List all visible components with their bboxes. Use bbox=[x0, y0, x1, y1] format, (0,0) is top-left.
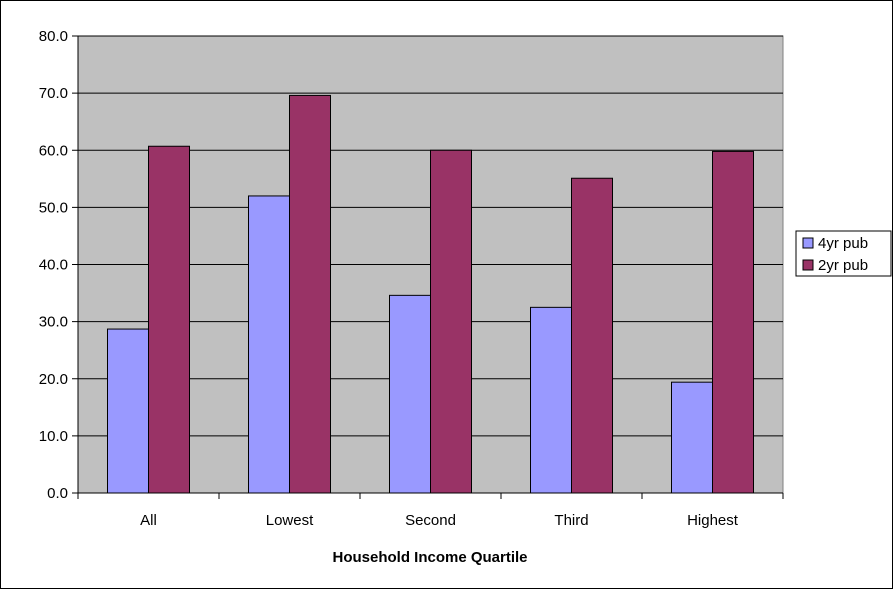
y-tick-label: 70.0 bbox=[39, 85, 68, 102]
legend: 4yr pub 2yr pub bbox=[795, 230, 892, 277]
x-tick-label: All bbox=[140, 512, 157, 529]
bar-2yr-pub-second bbox=[430, 149, 472, 494]
bar-4yr-pub-second bbox=[389, 294, 431, 494]
y-tick-label: 80.0 bbox=[39, 28, 68, 45]
legend-swatch bbox=[802, 237, 814, 249]
x-axis-title: Household Income Quartile bbox=[332, 549, 527, 566]
y-tick-label: 60.0 bbox=[39, 142, 68, 159]
y-tick-label: 50.0 bbox=[39, 199, 68, 216]
legend-label: 4yr pub bbox=[818, 235, 868, 252]
x-tick-label: Highest bbox=[687, 512, 739, 529]
bar-4yr-pub-third bbox=[530, 306, 572, 494]
bar-4yr-pub-lowest bbox=[248, 195, 290, 494]
legend-swatch bbox=[802, 259, 814, 271]
y-tick-label: 30.0 bbox=[39, 314, 68, 331]
bars bbox=[107, 94, 754, 494]
x-tick-label: Third bbox=[554, 512, 588, 529]
y-tick-label: 20.0 bbox=[39, 371, 68, 388]
bar-4yr-pub-highest bbox=[671, 381, 713, 494]
x-tick-label: Second bbox=[405, 512, 456, 529]
tick-labels: 0.0 10.0 20.0 30.0 40.0 50.0 60.0 70.0 80.0 All Lo… bbox=[39, 28, 739, 529]
y-tick-label: 40.0 bbox=[39, 257, 68, 274]
bar-2yr-pub-lowest bbox=[289, 94, 331, 494]
bar-2yr-pub-all bbox=[148, 145, 190, 494]
y-tick-label: 10.0 bbox=[39, 428, 68, 445]
x-tick-label: Lowest bbox=[266, 512, 314, 529]
legend-label: 2yr pub bbox=[818, 257, 868, 274]
bar-4yr-pub-all bbox=[107, 328, 149, 494]
axes bbox=[72, 35, 784, 499]
bar-2yr-pub-highest bbox=[712, 150, 754, 494]
bar-2yr-pub-third bbox=[571, 177, 613, 494]
y-tick-label: 0.0 bbox=[47, 485, 68, 502]
